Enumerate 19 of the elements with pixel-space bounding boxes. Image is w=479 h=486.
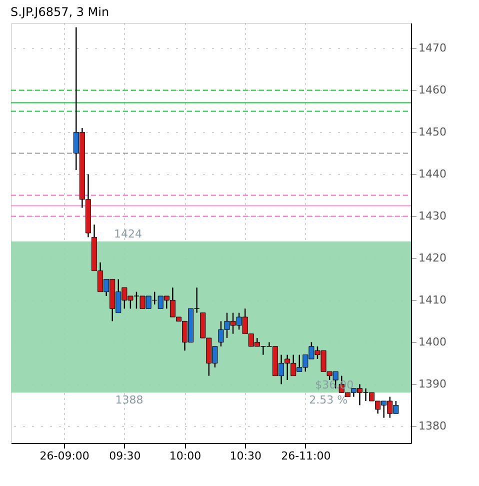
y-tick-label: 1410 xyxy=(418,294,446,307)
x-tick-label: 10:00 xyxy=(169,450,202,462)
annotation: 2.53 % xyxy=(309,394,348,407)
x-tick-label: 09:30 xyxy=(109,450,141,462)
annotation: 1388 xyxy=(115,394,144,407)
x-tick-label: 26-09:00 xyxy=(40,450,90,462)
x-tick-label: 10:30 xyxy=(230,450,262,462)
y-tick-label: 1380 xyxy=(418,420,446,433)
x-tick-label: 26-11:00 xyxy=(281,450,331,462)
chart-title: S.JP.J6857, 3 Min xyxy=(10,5,110,19)
annotation: 1424 xyxy=(114,227,142,240)
y-tick-label: 1470 xyxy=(418,42,446,55)
y-tick-label: 1460 xyxy=(418,84,446,97)
y-tick-label: 1450 xyxy=(418,126,446,139)
y-tick-label: 1420 xyxy=(418,252,446,265)
y-tick-label: 1430 xyxy=(418,210,446,223)
y-tick-label: 1440 xyxy=(418,168,446,181)
y-tick-label: 1400 xyxy=(418,336,446,349)
y-tick-label: 1390 xyxy=(418,378,446,391)
